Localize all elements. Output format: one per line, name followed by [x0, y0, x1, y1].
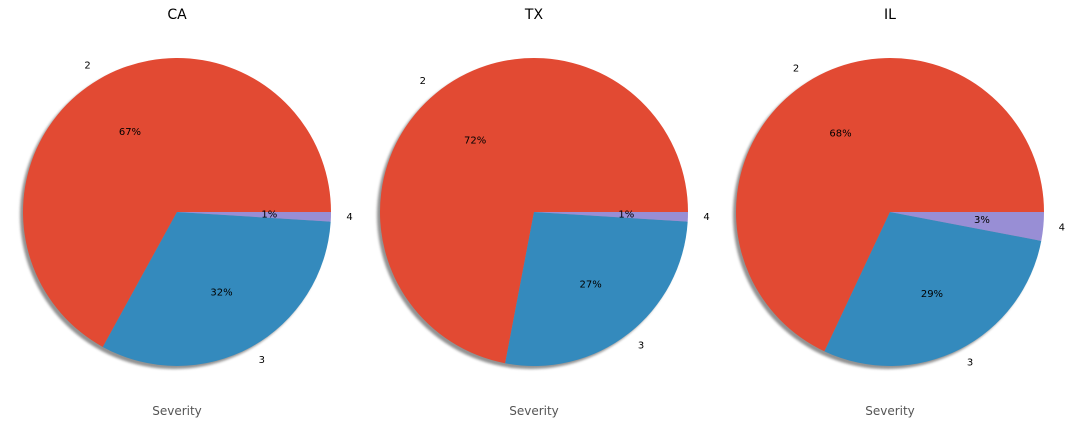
- slice-category-label: 4: [1059, 222, 1065, 233]
- pie-slice-2: [735, 57, 1044, 352]
- pie-slice-3: [824, 212, 1042, 366]
- pie-group: 2 67% 3 32% 4 1%: [20, 57, 353, 369]
- pie-slice-4: [534, 212, 688, 222]
- slice-percent-label: 1%: [618, 209, 634, 220]
- slice-percent-label: 1%: [261, 209, 277, 220]
- slice-percent-label: 68%: [829, 128, 851, 139]
- pie-slice-3: [102, 212, 331, 367]
- slice-category-label: 2: [420, 76, 426, 87]
- pie-slice-2: [23, 57, 331, 347]
- pie-chart-2: IL 2 68% 3 29% 4 3% Severity: [733, 7, 1065, 418]
- slice-percent-label: 27%: [580, 280, 602, 291]
- slice-percent-label: 32%: [210, 287, 232, 298]
- chart-title: TX: [524, 7, 544, 23]
- slice-category-label: 3: [967, 357, 973, 368]
- x-axis-label: Severity: [152, 404, 202, 418]
- pie-group: 2 72% 3 27% 4 1%: [377, 57, 710, 369]
- slice-percent-label: 29%: [921, 289, 943, 300]
- pie-slice-2: [380, 57, 688, 364]
- pie-chart-1: TX 2 72% 3 27% 4 1% Severity: [377, 7, 710, 418]
- pie-slice-4: [890, 212, 1044, 241]
- slice-percent-label: 67%: [119, 127, 141, 138]
- chart-title: CA: [167, 7, 187, 23]
- pie-chart-0: CA 2 67% 3 32% 4 1% Severity: [20, 7, 353, 418]
- pie-slice-4: [177, 212, 332, 222]
- slice-category-label: 2: [793, 63, 799, 74]
- x-axis-label: Severity: [509, 404, 559, 418]
- slice-category-label: 4: [703, 212, 709, 223]
- slice-category-label: 4: [346, 212, 352, 223]
- slice-percent-label: 72%: [464, 135, 486, 146]
- chart-title: IL: [884, 7, 896, 23]
- pie-slice-3: [505, 212, 688, 366]
- x-axis-label: Severity: [865, 404, 915, 418]
- slice-category-label: 3: [638, 340, 644, 351]
- slice-category-label: 3: [259, 355, 265, 366]
- pie-group: 2 68% 3 29% 4 3%: [733, 57, 1065, 369]
- slice-percent-label: 3%: [974, 215, 990, 226]
- slice-category-label: 2: [84, 61, 90, 72]
